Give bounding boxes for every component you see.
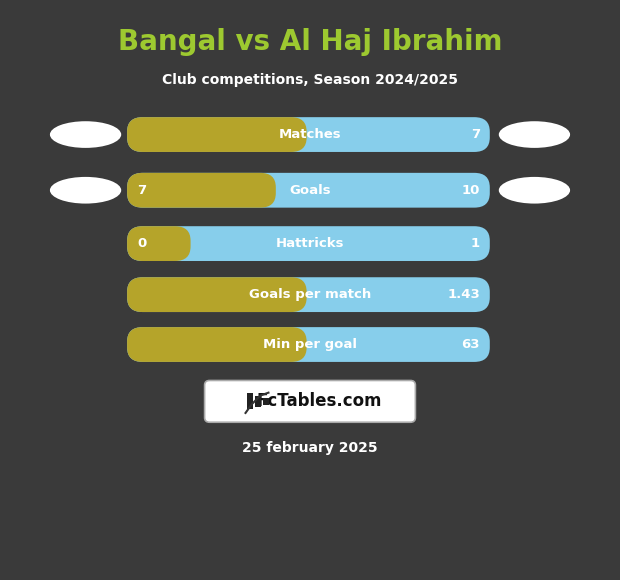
Text: Hattricks: Hattricks [276,237,344,250]
FancyBboxPatch shape [127,327,490,362]
FancyBboxPatch shape [127,277,490,312]
Text: 10: 10 [461,184,480,197]
FancyBboxPatch shape [127,173,276,208]
Ellipse shape [50,177,122,204]
Text: 1: 1 [471,237,480,250]
FancyBboxPatch shape [127,117,490,152]
FancyBboxPatch shape [247,393,253,409]
FancyBboxPatch shape [127,173,490,208]
Text: Matches: Matches [278,128,342,141]
FancyBboxPatch shape [127,226,190,261]
Text: 63: 63 [461,338,480,351]
Ellipse shape [50,121,122,148]
FancyBboxPatch shape [127,226,490,261]
FancyBboxPatch shape [263,398,269,405]
FancyBboxPatch shape [127,327,307,362]
Text: Min per goal: Min per goal [263,338,357,351]
FancyBboxPatch shape [255,396,261,407]
Ellipse shape [498,177,570,204]
Text: 0: 0 [137,237,146,250]
Text: Goals: Goals [289,184,331,197]
Text: 7: 7 [137,184,146,197]
FancyBboxPatch shape [205,380,415,422]
Text: 1.43: 1.43 [447,288,480,301]
FancyBboxPatch shape [127,277,307,312]
Text: FcTables.com: FcTables.com [257,392,382,411]
Text: Club competitions, Season 2024/2025: Club competitions, Season 2024/2025 [162,73,458,87]
Text: 7: 7 [471,128,480,141]
Ellipse shape [498,121,570,148]
Text: Bangal vs Al Haj Ibrahim: Bangal vs Al Haj Ibrahim [118,28,502,56]
Text: Goals per match: Goals per match [249,288,371,301]
FancyBboxPatch shape [127,117,307,152]
Text: 25 february 2025: 25 february 2025 [242,441,378,455]
